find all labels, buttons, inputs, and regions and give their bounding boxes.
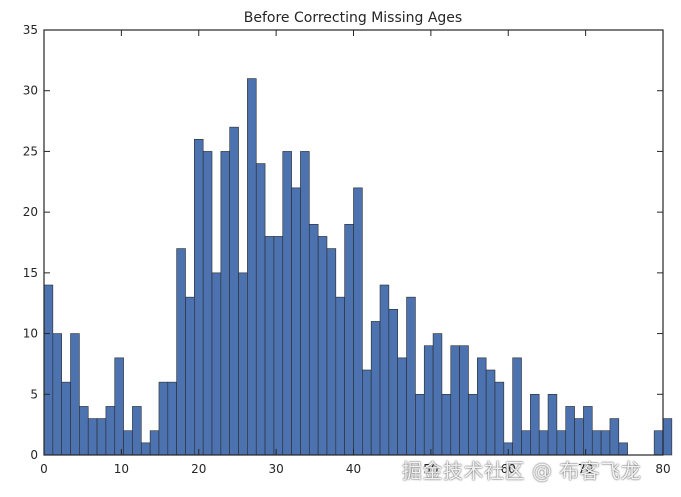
histogram-bar [185,296,195,456]
histogram-bar [105,406,116,456]
histogram-bar [344,223,354,456]
histogram-bar [194,138,204,456]
histogram-bar [494,381,505,456]
histogram-bar [176,248,186,456]
histogram-bar [476,357,487,456]
histogram-bar [79,406,89,456]
histogram-bar [52,333,62,456]
y-tick-label: 5 [30,387,38,401]
histogram-bar [247,78,257,456]
x-tick-label: 0 [40,462,48,476]
histogram-bar [300,151,310,456]
y-tick-label: 10 [23,327,38,341]
histogram-bar [96,418,107,456]
histogram-bar [220,151,231,456]
histogram-bar [379,284,390,456]
y-axis: 0 5 10 15 20 25 30 35 [23,23,663,462]
histogram-bar [512,357,522,456]
chart-title: Before Correcting Missing Ages [244,10,462,26]
histogram-bar [291,187,301,456]
histogram-bar [450,345,460,456]
histogram-bar [43,284,54,456]
histogram-bar [556,430,567,456]
histogram-bar [238,272,248,456]
y-tick-label: 15 [23,266,38,280]
histogram-bar [547,393,558,456]
histogram-bar [397,357,407,456]
y-tick-label: 35 [23,23,38,37]
histogram-bar [538,430,549,456]
histogram-bar [123,430,133,456]
histogram-bar [132,406,142,456]
histogram-bar [423,345,434,456]
histogram-bar [415,393,425,456]
histogram-bar [618,442,628,456]
histogram-bar [521,430,531,456]
histogram-bar [609,418,620,456]
histogram-bar [662,418,673,456]
histogram-bar [468,393,478,456]
histogram-bar [485,369,496,456]
histogram-bar [574,418,584,456]
histogram-bar [202,151,213,456]
y-tick-label: 20 [23,205,38,219]
histogram-bar [530,393,540,456]
histogram-bar [282,151,292,456]
x-tick-label: 50 [423,462,438,476]
histogram-bar [362,369,372,456]
histogram-bar [388,308,399,456]
histogram-bar [158,381,169,456]
x-tick-label: 30 [268,462,283,476]
histogram-bar [459,345,469,456]
x-tick-label: 20 [191,462,206,476]
y-tick-label: 0 [30,448,38,462]
histogram-bar [70,333,80,456]
bars-group [43,78,673,456]
histogram-bar [273,236,284,456]
histogram-bar [432,333,443,456]
histogram-bar [653,430,664,456]
x-axis: 0 10 20 30 40 50 60 70 80 [40,30,671,476]
watermark-text: 掘金技术社区 @ 布客飞龙 [402,459,642,483]
histogram-bar [353,187,363,456]
x-tick-label: 70 [578,462,593,476]
histogram-bar [264,236,275,456]
histogram-bar [591,430,602,456]
histogram-bar [167,381,177,456]
x-tick-label: 10 [114,462,129,476]
y-tick-label: 30 [23,84,38,98]
histogram-bar [114,357,124,456]
plot-frame [43,29,664,456]
x-tick-label: 80 [655,462,670,476]
histogram-bar [441,393,452,456]
histogram-bar [583,406,593,456]
histogram-bar [140,442,151,456]
histogram-bar [406,296,416,456]
histogram-bar [61,381,71,456]
histogram-bar [308,223,319,456]
histogram-bar [149,430,160,456]
histogram-bar [317,236,328,456]
histogram-bar [87,418,98,456]
histogram-bar [335,296,345,456]
histogram-bar [255,163,266,456]
x-tick-label: 60 [501,462,516,476]
histogram-bar [326,248,337,456]
x-tick-label: 40 [346,462,361,476]
histogram-bar [211,272,222,456]
y-tick-label: 25 [23,144,38,158]
histogram-bar [370,321,381,456]
histogram-bar [600,430,611,456]
histogram-bar [565,406,575,456]
histogram-bar [229,126,239,456]
